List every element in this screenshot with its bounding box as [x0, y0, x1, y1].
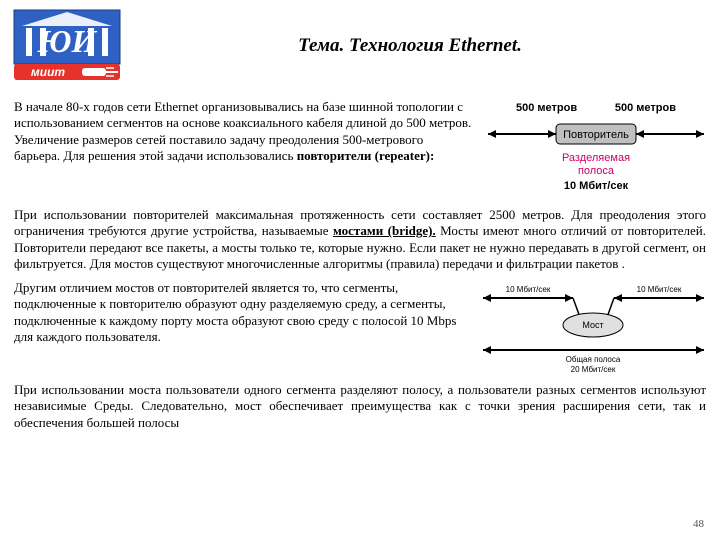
p1-text-b: повторители (repeater): [297, 148, 435, 163]
d1-speed: 10 Мбит/сек [564, 180, 629, 192]
page-title: Тема. Технология Ethernet. [152, 34, 708, 58]
d2-box-label: Мост [582, 320, 603, 330]
row-2: Другим отличием мостов от повторителей я… [14, 280, 706, 376]
d1-right-label: 500 метров [615, 102, 676, 114]
d2-left-label: 10 Мбит/сек [506, 285, 551, 294]
header: ЮИ миит Тема. Технология Ethernet. [0, 0, 720, 87]
logo-bottom-text: миит [31, 65, 66, 79]
paragraph-1: В начале 80-х годов сети Ethernet органи… [14, 99, 472, 199]
d2-right-label: 10 Мбит/сек [637, 285, 682, 294]
d1-left-label: 500 метров [516, 102, 577, 114]
p2-b: мостами (bridge). [333, 223, 436, 238]
d2-total-speed: 20 Мбит/сек [571, 365, 616, 374]
paragraph-3: Другим отличием мостов от повторителей я… [14, 280, 471, 376]
content: В начале 80-х годов сети Ethernet органи… [0, 87, 720, 441]
paragraph-4: При использовании моста пользователи одн… [14, 382, 706, 431]
d1-shared-label: Разделяемая [562, 152, 630, 164]
bridge-diagram: 10 Мбит/сек 10 Мбит/сек Мост Общая полос… [481, 280, 706, 376]
page-number: 48 [693, 518, 704, 532]
logo-top-text: ЮИ [37, 23, 98, 59]
row-1: В начале 80-х годов сети Ethernet органи… [14, 99, 706, 199]
d1-shared-label-2: полоса [578, 165, 615, 177]
repeater-diagram: 500 метров 500 метров Повторитель Раздел… [486, 99, 706, 199]
d2-total-label: Общая полоса [566, 355, 621, 364]
logo: ЮИ миит [12, 8, 122, 83]
paragraph-2: При использовании повторителей максималь… [14, 207, 706, 272]
d1-box-label: Повторитель [563, 129, 629, 141]
